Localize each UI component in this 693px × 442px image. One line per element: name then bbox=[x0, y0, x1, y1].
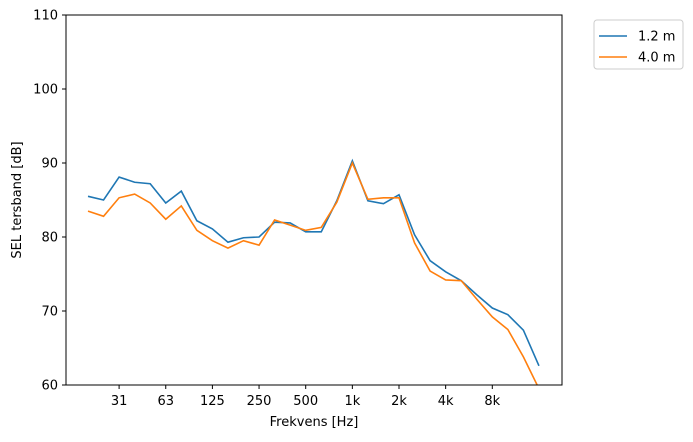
x-tick-label: 8k bbox=[484, 394, 500, 409]
series-line-0 bbox=[87, 158, 540, 367]
y-tick-label: 60 bbox=[41, 379, 58, 394]
y-tick-label: 100 bbox=[33, 83, 58, 98]
plot-frame bbox=[65, 14, 563, 386]
x-tick-label: 2k bbox=[391, 394, 407, 409]
legend: 1.2 m 4.0 m bbox=[593, 19, 684, 70]
y-tick-label: 90 bbox=[41, 157, 58, 172]
legend-label: 4.0 m bbox=[638, 51, 675, 66]
x-tick-label: 500 bbox=[293, 394, 318, 409]
y-tick-label: 110 bbox=[33, 9, 58, 24]
x-tick-label: 63 bbox=[157, 394, 174, 409]
y-tick-label: 70 bbox=[41, 305, 58, 320]
series-line-1 bbox=[87, 160, 539, 385]
x-axis-label: Frekvens [Hz] bbox=[270, 415, 359, 430]
x-tick-label: 125 bbox=[200, 394, 225, 409]
x-tick-label: 1k bbox=[344, 394, 360, 409]
y-tick-label: 80 bbox=[41, 231, 58, 246]
x-tick-label: 4k bbox=[438, 394, 454, 409]
legend-label: 1.2 m bbox=[638, 30, 675, 45]
y-axis-label: SEL tersband [dB] bbox=[10, 141, 25, 258]
x-tick-label: 250 bbox=[247, 394, 272, 409]
x-tick-label: 31 bbox=[111, 394, 128, 409]
